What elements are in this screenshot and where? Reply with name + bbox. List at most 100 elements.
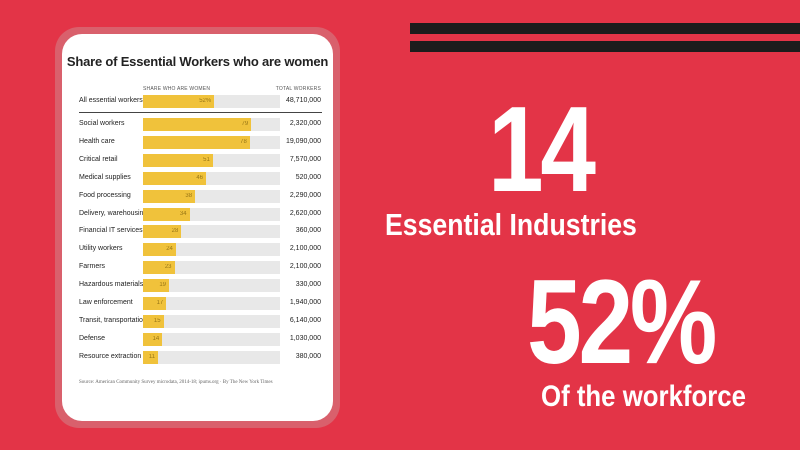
- category-label: Financial IT services: [79, 227, 143, 235]
- bar-track: 23: [143, 261, 280, 275]
- total-workers: 380,000: [295, 352, 321, 360]
- bar-value: 38: [185, 192, 193, 199]
- bar: 19: [143, 279, 170, 293]
- bar-row: Critical retail 51 7,570,000: [62, 153, 333, 168]
- total-workers: 2,620,000: [289, 209, 321, 217]
- bar: 38: [143, 189, 196, 203]
- workforce-share: 52%: [527, 255, 717, 389]
- chart-source: Source: American Community Survey microd…: [79, 380, 273, 385]
- summary-row: All essential workers 52% 48,710,000: [62, 95, 333, 109]
- bar-row: Health care 78 19,090,000: [62, 135, 333, 150]
- summary-label: All essential workers: [79, 97, 143, 104]
- bar: 17: [143, 297, 167, 310]
- total-workers: 19,090,000: [285, 137, 321, 145]
- total-workers: 360,000: [295, 227, 321, 235]
- summary-bar-track: 52%: [143, 95, 280, 108]
- category-label: Social workers: [79, 120, 125, 127]
- category-label: Law enforcement: [79, 299, 133, 306]
- bar-track: 15: [143, 314, 280, 328]
- column-header-total: TOTAL WORKERS: [275, 86, 321, 92]
- bar-value: 34: [179, 210, 187, 217]
- industries-label: Essential Industries: [385, 207, 637, 242]
- total-workers: 2,290,000: [289, 191, 321, 199]
- bar-track: 19: [143, 279, 280, 293]
- bar-row: Law enforcement 17 1,940,000: [62, 297, 333, 311]
- bar-value: 28: [171, 228, 179, 235]
- bar-track: 46: [143, 171, 280, 185]
- bar-track: 34: [143, 207, 280, 221]
- category-label: Health care: [79, 137, 115, 145]
- category-label: Farmers: [79, 263, 106, 271]
- category-label: Medical supplies: [79, 173, 131, 181]
- bar-track: 38: [143, 189, 280, 203]
- category-label: Utility workers: [79, 245, 123, 253]
- total-workers: 330,000: [295, 281, 321, 289]
- category-label: Defense: [79, 334, 106, 342]
- bar-row: Resource extraction 11 380,000: [62, 350, 333, 365]
- category-label: Resource extraction: [79, 352, 142, 360]
- bar-track: 78: [143, 135, 280, 149]
- bar-track: 24: [143, 243, 280, 257]
- bar-row: Medical supplies 46 520,000: [62, 171, 333, 186]
- bar: 28: [143, 225, 182, 239]
- bar-value: 11: [148, 353, 156, 360]
- bar-row: Food processing 38 2,290,000: [62, 189, 333, 204]
- bar-track: 28: [143, 225, 280, 239]
- bar: 78: [143, 135, 250, 149]
- summary-bar: 52%: [143, 95, 215, 108]
- column-header-share: SHARE WHO ARE WOMEN: [143, 86, 211, 92]
- bar: 11: [143, 350, 159, 364]
- bar: 46: [143, 171, 207, 185]
- total-workers: 1,940,000: [289, 299, 321, 306]
- chart-title: Share of Essential Workers who are women: [66, 54, 329, 69]
- bar-row: Utility workers 24 2,100,000: [62, 243, 333, 257]
- total-workers: 2,100,000: [289, 245, 321, 253]
- bar-value: 78: [240, 138, 247, 145]
- bar: 51: [143, 153, 213, 167]
- category-label: Delivery, warehousing: [79, 209, 148, 217]
- bar-row: Financial IT services 28 360,000: [62, 225, 333, 239]
- bar-track: 17: [143, 297, 280, 310]
- bar-row: Hazardous materials 19 330,000: [62, 279, 333, 293]
- category-label: Hazardous materials: [79, 281, 144, 289]
- bar-value: 23: [164, 264, 172, 271]
- bar: 24: [143, 243, 176, 257]
- bar-row: Transit, transportation 15 6,140,000: [62, 314, 333, 329]
- workforce-label: Of the workforce: [541, 380, 747, 413]
- bar: 15: [143, 314, 164, 328]
- bar-row: Social workers 79 2,320,000: [62, 118, 333, 132]
- bar-value: 17: [156, 300, 164, 306]
- bar-row: Defense 14 1,030,000: [62, 332, 333, 347]
- bar-row: Delivery, warehousing 34 2,620,000: [62, 207, 333, 222]
- total-workers: 2,100,000: [289, 263, 321, 271]
- decorative-stripe-bottom: [410, 41, 800, 52]
- total-workers: 520,000: [295, 173, 321, 181]
- bar-value: 24: [166, 246, 173, 253]
- total-workers: 7,570,000: [289, 155, 321, 163]
- bar: 23: [143, 261, 175, 275]
- bar-value: 19: [159, 282, 167, 289]
- total-workers: 1,030,000: [289, 334, 321, 342]
- decorative-stripe-top: [410, 23, 800, 34]
- industries-count: 14: [488, 81, 596, 217]
- bar-value: 46: [196, 174, 204, 181]
- bar-row: Farmers 23 2,100,000: [62, 261, 333, 275]
- bar: 34: [143, 207, 190, 221]
- bar-value: 14: [152, 335, 160, 342]
- bar: 14: [143, 332, 163, 346]
- bar-value: 51: [203, 156, 210, 163]
- bar-track: 79: [143, 118, 280, 131]
- summary-total: 48,710,000: [285, 97, 321, 104]
- total-workers: 6,140,000: [289, 316, 321, 324]
- category-label: Transit, transportation: [79, 316, 147, 324]
- chart-card: Share of Essential Workers who are women…: [62, 34, 333, 421]
- summary-divider: [79, 112, 322, 113]
- bar-track: 51: [143, 153, 280, 167]
- bar-track: 14: [143, 332, 280, 346]
- bar-value: 15: [153, 317, 161, 324]
- bar-value: 79: [241, 121, 249, 127]
- total-workers: 2,320,000: [289, 120, 321, 127]
- bar-track: 11: [143, 350, 280, 364]
- category-label: Food processing: [79, 191, 131, 199]
- summary-bar-value: 52%: [199, 98, 212, 104]
